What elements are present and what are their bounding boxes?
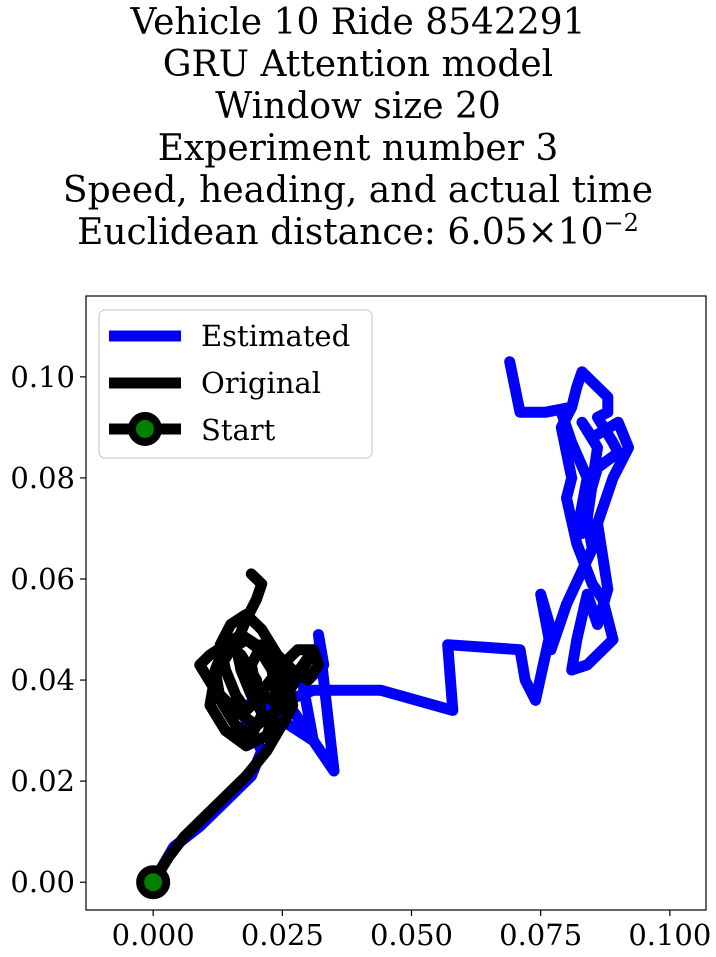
- legend-start-label: Start: [201, 413, 276, 447]
- series-original-line: [147, 568, 324, 888]
- x-tick-label: 0.000: [112, 918, 195, 952]
- legend: Estimated Original Start: [98, 309, 373, 459]
- series-estimated-line: [147, 356, 634, 888]
- plot-lines: [136, 356, 634, 900]
- x-tick-label: 0.100: [628, 918, 711, 952]
- distance-exponent: −2: [603, 209, 639, 237]
- y-tick-label: 0.02: [10, 764, 75, 798]
- x-tick-label: 0.075: [499, 918, 582, 952]
- title-line: Speed, heading, and actual time: [62, 170, 654, 211]
- distance-times: ×: [527, 212, 558, 253]
- title-line: Window size 20: [215, 86, 501, 127]
- y-tick-label: 0.10: [10, 360, 75, 394]
- axes-frame: [85, 295, 707, 911]
- start-marker: [136, 865, 171, 900]
- chart-title: Vehicle 10 Ride 8542291 GRU Attention mo…: [0, 2, 716, 254]
- distance-mantissa: 6.05: [447, 212, 528, 253]
- x-axis: 0.000 0.025 0.050 0.075 0.100: [112, 910, 711, 952]
- title-line: GRU Attention model: [162, 44, 554, 85]
- legend-original-label: Original: [201, 366, 321, 400]
- legend-start-marker: [128, 412, 162, 446]
- legend-estimated-label: Estimated: [201, 319, 350, 353]
- title-line: Vehicle 10 Ride 8542291: [130, 2, 586, 43]
- y-tick-label: 0.06: [10, 562, 75, 596]
- distance-base: 10: [557, 212, 604, 253]
- legend-box: [98, 309, 373, 459]
- distance-line: Euclidean distance: 6.05×10−2: [0, 209, 716, 254]
- x-tick-label: 0.050: [370, 918, 453, 952]
- x-tick-label: 0.025: [241, 918, 324, 952]
- y-tick-label: 0.00: [10, 865, 75, 899]
- y-axis: 0.00 0.02 0.04 0.06 0.08 0.10: [10, 360, 86, 899]
- y-tick-label: 0.04: [10, 663, 75, 697]
- y-tick-label: 0.08: [10, 461, 75, 495]
- title-line: Experiment number 3: [157, 128, 559, 169]
- distance-prefix: Euclidean distance:: [77, 212, 448, 253]
